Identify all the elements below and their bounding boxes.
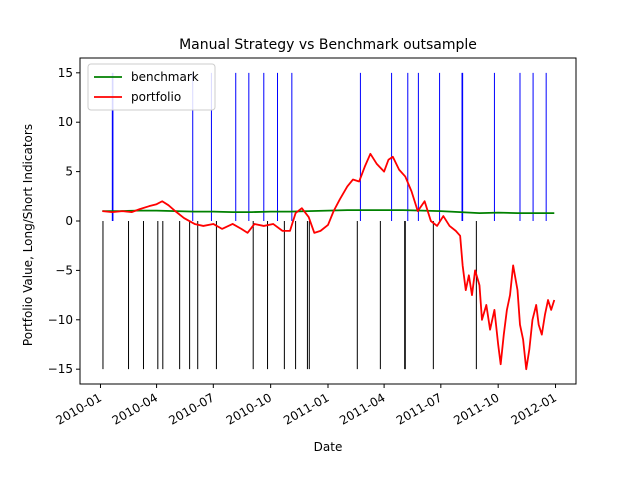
series-line-portfolio — [102, 152, 556, 371]
legend: benchmark portfolio — [87, 63, 216, 111]
y-tick-label: 10 — [58, 115, 73, 129]
y-tick-label: 15 — [58, 66, 73, 80]
legend-label-benchmark: benchmark — [131, 70, 199, 84]
series-line-benchmark — [102, 209, 555, 215]
chart-title: Manual Strategy vs Benchmark outsample — [179, 37, 477, 53]
y-tick-label: 5 — [65, 165, 73, 179]
legend-label-portfolio: portfolio — [131, 90, 181, 104]
y-axis-label: Portfolio Value, Long/Short Indicators — [21, 124, 35, 346]
y-tick-label: −5 — [55, 263, 73, 277]
y-tick-label: −10 — [48, 313, 73, 327]
y-tick-label: 0 — [65, 214, 73, 228]
series-layer — [102, 152, 556, 371]
indicator-layer — [102, 72, 547, 370]
y-tick-label: −15 — [48, 362, 73, 376]
x-axis-label: Date — [314, 440, 343, 454]
legend-box — [87, 63, 216, 111]
